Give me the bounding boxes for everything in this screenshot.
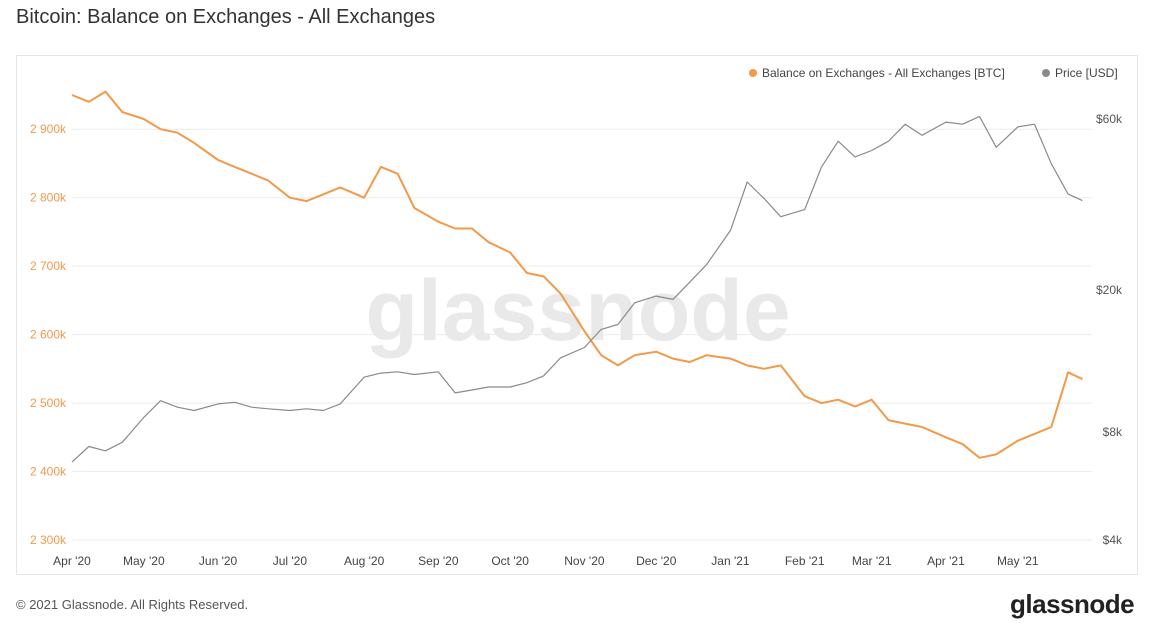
- x-tick-label: Oct '20: [491, 554, 529, 568]
- left-axis: 2 300k 2 400k 2 500k 2 600k 2 700k 2 800k 2 90…: [30, 122, 67, 547]
- copyright-footer: © 2021 Glassnode. All Rights Reserved.: [16, 597, 249, 612]
- right-tick-label: $20k: [1096, 283, 1123, 297]
- x-tick-label: Aug '20: [344, 554, 385, 568]
- legend-price-marker: [1042, 69, 1050, 77]
- x-tick-label: Jun '20: [199, 554, 238, 568]
- x-tick-label: May '20: [123, 554, 165, 568]
- watermark: glassnode: [365, 263, 790, 359]
- legend: Balance on Exchanges - All Exchanges [BT…: [749, 66, 1118, 80]
- x-tick-label: Sep '20: [418, 554, 459, 568]
- x-tick-label: May '21: [997, 554, 1039, 568]
- chart: glassnode 2 300k 2 400k 2 500k 2 600k 2 700k…: [30, 66, 1123, 568]
- right-tick-label: $8k: [1103, 425, 1123, 439]
- left-tick-label: 2 800k: [30, 191, 67, 205]
- grid-layer: [72, 128, 1092, 541]
- page-title: Bitcoin: Balance on Exchanges - All Exch…: [16, 6, 436, 28]
- legend-balance-marker: [749, 69, 757, 77]
- left-tick-label: 2 300k: [30, 533, 67, 547]
- x-tick-label: Apr '21: [927, 554, 965, 568]
- chart-panel: [16, 55, 1138, 575]
- price-series-line: [71, 115, 1083, 463]
- legend-price-label: Price [USD]: [1055, 66, 1118, 80]
- left-tick-label: 2 500k: [30, 396, 67, 410]
- left-tick-label: 2 900k: [30, 122, 67, 136]
- x-tick-label: Apr '20: [53, 554, 91, 568]
- left-tick-label: 2 400k: [30, 465, 67, 479]
- right-tick-label: $4k: [1103, 533, 1123, 547]
- x-tick-label: Nov '20: [564, 554, 605, 568]
- x-tick-label: Dec '20: [636, 554, 677, 568]
- balance-series-line: [71, 90, 1083, 459]
- x-tick-label: Mar '21: [852, 554, 892, 568]
- right-tick-label: $60k: [1096, 112, 1123, 126]
- left-tick-label: 2 700k: [30, 259, 67, 273]
- x-tick-label: Jan '21: [711, 554, 750, 568]
- series-layer: [71, 90, 1083, 463]
- right-axis: $4k $8k $20k $60k: [1096, 112, 1123, 547]
- x-tick-label: Feb '21: [785, 554, 825, 568]
- brand-logo: glassnode: [1010, 589, 1135, 619]
- x-axis: Apr '20 May '20 Jun '20 Jul '20 Aug '20 Sep '…: [53, 554, 1039, 568]
- x-tick-label: Jul '20: [273, 554, 308, 568]
- left-tick-label: 2 600k: [30, 328, 67, 342]
- legend-balance-label: Balance on Exchanges - All Exchanges [BT…: [762, 66, 1005, 80]
